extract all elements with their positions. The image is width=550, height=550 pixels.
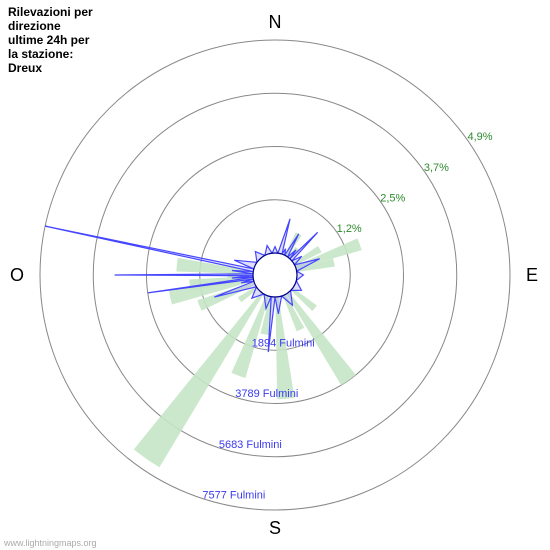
cardinal-N: N xyxy=(269,12,282,32)
title-line: ultime 24h per xyxy=(8,33,90,47)
tick-blue: 7577 Fulmini xyxy=(202,489,265,501)
tick-green: 3,7% xyxy=(424,162,449,174)
title-line: Rilevazioni per xyxy=(8,5,93,19)
cardinal-E: E xyxy=(526,265,538,285)
attribution-text: www.lightningmaps.org xyxy=(3,538,97,548)
tick-blue: 5683 Fulmini xyxy=(219,439,282,451)
attribution: www.lightningmaps.org xyxy=(3,538,97,548)
title-line: direzione xyxy=(8,19,61,33)
title-line: la stazione: xyxy=(8,47,73,61)
tick-green: 1,2% xyxy=(337,223,362,235)
center-disc xyxy=(253,253,297,297)
tick-blue: 1894 Fulmini xyxy=(252,338,315,350)
ticks-green: 1,2% 2,5% 3,7% 4,9% xyxy=(337,131,493,235)
tick-green: 2,5% xyxy=(380,192,405,204)
chart-title: Rilevazioni perdirezioneultime 24h perla… xyxy=(8,5,93,75)
tick-blue: 3789 Fulmini xyxy=(235,388,298,400)
title-line: Dreux xyxy=(8,61,42,75)
wind-rose-chart: 1,2% 2,5% 3,7% 4,9% 1894 Fulmini 3789 Fulmin… xyxy=(0,0,550,550)
cardinal-O: O xyxy=(10,265,24,285)
tick-green: 4,9% xyxy=(468,131,493,143)
cardinal-S: S xyxy=(269,518,281,538)
